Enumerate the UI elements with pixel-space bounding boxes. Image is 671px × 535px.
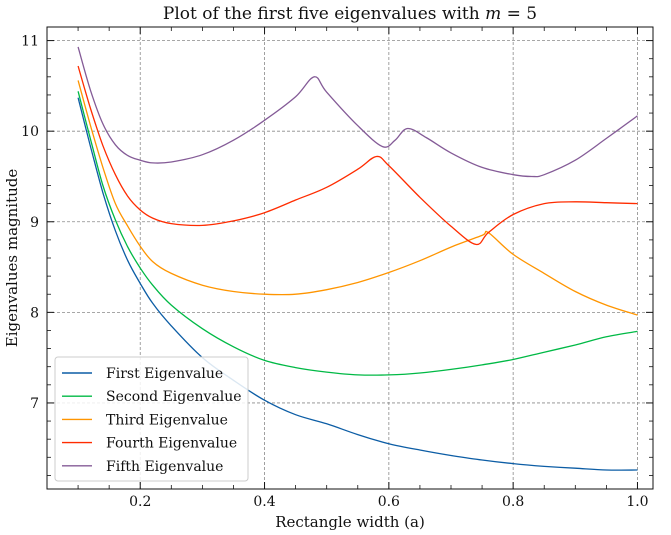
axis-ticks: 0.2 0.4 0.6 0.8 1.0 7 8 9 10 11 (21, 27, 653, 510)
y-axis-label: Eigenvalues magnitude (3, 169, 21, 348)
series-line-1 (77, 97, 638, 471)
x-axis-label: Rectangle width (a) (275, 513, 425, 531)
title-variable: m (485, 4, 501, 24)
series-lines (77, 46, 638, 471)
series-line-4 (77, 65, 638, 246)
legend-label: Fourth Eigenvalue (106, 436, 237, 452)
x-tick-label: 0.2 (129, 494, 151, 510)
series-line-2 (77, 91, 638, 376)
x-tick-label: 0.8 (502, 494, 524, 510)
legend-label: Fifth Eigenvalue (106, 459, 223, 475)
y-tick-label: 9 (30, 215, 39, 231)
title-suffix: = 5 (501, 4, 537, 24)
x-tick-label: 0.6 (378, 494, 400, 510)
chart-title: Plot of the first five eigenvalues with … (163, 4, 537, 24)
legend-label: First Eigenvalue (106, 366, 223, 382)
y-tick-label: 10 (21, 124, 39, 140)
x-tick-label: 0.4 (253, 494, 275, 510)
y-tick-label: 7 (30, 396, 39, 412)
y-tick-label: 11 (21, 34, 39, 50)
legend-box (54, 356, 249, 482)
grid-lines (47, 27, 653, 489)
legend: First Eigenvalue Second Eigenvalue Third E… (54, 356, 249, 482)
legend-label: Second Eigenvalue (106, 389, 242, 405)
title-prefix: Plot of the first five eigenvalues with (163, 4, 485, 24)
series-line-5 (77, 46, 638, 178)
legend-label: Third Eigenvalue (106, 412, 228, 428)
x-tick-label: 1.0 (626, 494, 648, 510)
y-tick-label: 8 (30, 305, 39, 321)
series-line-3 (77, 80, 638, 316)
